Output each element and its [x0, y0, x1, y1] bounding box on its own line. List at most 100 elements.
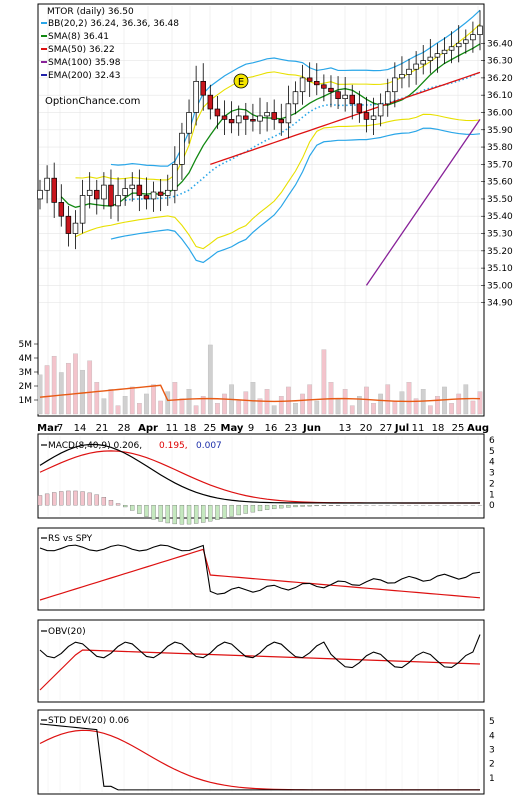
macd-histogram-bar	[180, 505, 184, 524]
candle-body	[414, 64, 419, 69]
macd-histogram-bar	[272, 505, 276, 509]
candle-body	[286, 104, 291, 123]
macd-histogram-bar	[187, 505, 191, 524]
macd-tick-label: 1	[489, 490, 495, 500]
candle-body	[94, 190, 99, 199]
candle-body	[314, 81, 319, 84]
x-tick-label: Apr	[138, 423, 158, 434]
macd-histogram-bar	[152, 505, 156, 519]
candle-body	[336, 92, 341, 99]
stddev-label: STD DEV(20) 0.06	[48, 716, 129, 726]
macd-histogram-bar	[137, 505, 141, 514]
volume-bar	[364, 387, 368, 414]
candle-body	[116, 195, 121, 205]
volume-tick-label: 3M	[19, 368, 33, 378]
y-tick-label: 36.40	[487, 39, 513, 49]
volume-bar	[279, 396, 283, 414]
volume-bar	[222, 394, 226, 414]
candle-body	[385, 92, 390, 104]
candle-body	[123, 189, 128, 196]
y-tick-label: 35.30	[487, 230, 513, 240]
macd-histogram-bar	[109, 500, 113, 505]
candle-body	[243, 116, 248, 119]
volume-bar	[151, 385, 155, 414]
candle-body	[421, 61, 426, 64]
y-tick-label: 35.20	[487, 247, 513, 257]
macd-histogram-bar	[116, 504, 120, 506]
candle-body	[222, 116, 227, 119]
macd-histogram-bar	[130, 505, 134, 510]
candle-body	[59, 202, 64, 216]
volume-bar	[428, 406, 432, 414]
macd-histogram-bar	[286, 505, 290, 507]
macd-histogram-bar	[194, 505, 198, 523]
x-tick-label: 27	[380, 423, 393, 434]
macd-label-hist: 0.007	[196, 441, 222, 451]
macd-label-main: MACD(8,40,9) 0.206,	[48, 441, 142, 451]
candle-body	[80, 195, 85, 223]
x-tick-label: 18	[184, 423, 197, 434]
x-tick-label: 11	[166, 423, 179, 434]
macd-histogram-bar	[322, 505, 326, 506]
x-tick-label: 16	[265, 423, 278, 434]
x-tick-label: 21	[96, 423, 109, 434]
volume-bar	[173, 382, 177, 414]
candle-body	[400, 74, 405, 77]
volume-bar	[407, 382, 411, 414]
candle-body	[435, 54, 440, 57]
candle-body	[38, 190, 43, 199]
x-tick-label: 23	[285, 423, 298, 434]
macd-histogram-bar	[166, 505, 170, 523]
candle-body	[158, 192, 163, 195]
candle-body	[300, 78, 305, 92]
volume-bar	[336, 399, 340, 414]
volume-bar	[300, 394, 304, 414]
volume-bar	[130, 387, 134, 414]
volume-bar	[400, 392, 404, 414]
candle-body	[215, 109, 220, 116]
volume-bar	[322, 350, 326, 414]
candle-body	[194, 81, 199, 112]
candle-body	[66, 216, 71, 233]
candle-body	[236, 116, 241, 123]
volume-bar	[187, 389, 191, 414]
candle-body	[109, 185, 114, 206]
y-tick-label: 36.20	[487, 74, 513, 84]
macd-histogram-bar	[45, 494, 49, 505]
candle-body	[172, 164, 177, 190]
volume-bar	[371, 403, 375, 414]
volume-bar	[45, 365, 49, 414]
candle-body	[265, 112, 270, 115]
y-tick-label: 35.80	[487, 143, 513, 153]
candle-body	[137, 185, 142, 195]
macd-histogram-bar	[315, 505, 319, 506]
candle-body	[442, 50, 447, 53]
volume-tick-label: 5M	[19, 340, 33, 350]
macd-histogram-bar	[244, 505, 248, 513]
macd-label-signal: 0.195,	[159, 441, 188, 451]
candle-body	[392, 78, 397, 92]
macd-histogram-bar	[173, 505, 177, 524]
volume-bar	[435, 396, 439, 414]
macd-histogram-bar	[215, 505, 219, 520]
volume-bar	[66, 363, 70, 414]
macd-histogram-bar	[102, 497, 106, 505]
macd-histogram-bar	[301, 505, 305, 506]
candle-body	[272, 112, 277, 119]
candle-body	[378, 104, 383, 116]
y-tick-label: 35.00	[487, 281, 513, 291]
macd-histogram-bar	[223, 505, 227, 518]
candle-body	[364, 112, 369, 119]
macd-histogram-bar	[73, 491, 77, 505]
volume-bar	[343, 389, 347, 414]
volume-bar	[80, 370, 84, 414]
obv-label: OBV(20)	[48, 627, 86, 637]
candle-body	[52, 178, 57, 202]
earnings-marker-label: E	[238, 77, 244, 88]
candle-body	[329, 88, 334, 91]
obv-panel-frame	[38, 620, 484, 702]
candle-body	[165, 190, 170, 195]
candle-body	[201, 81, 206, 95]
y-tick-label: 35.40	[487, 212, 513, 222]
